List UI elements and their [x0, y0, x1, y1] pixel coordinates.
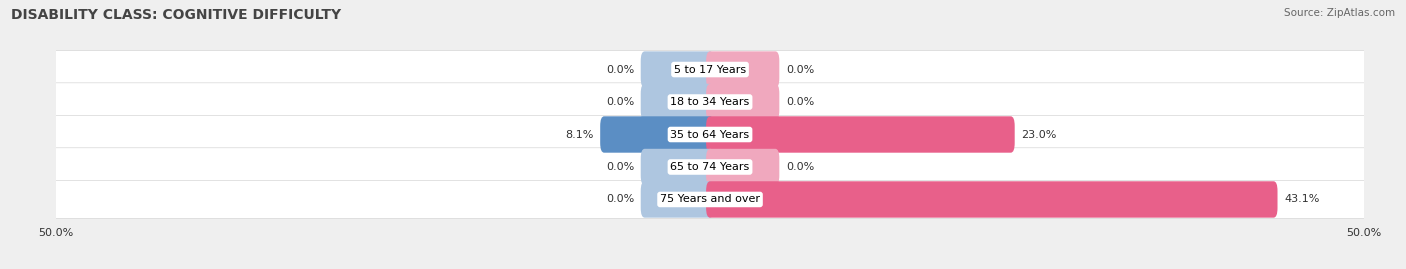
- Text: 65 to 74 Years: 65 to 74 Years: [671, 162, 749, 172]
- Text: 0.0%: 0.0%: [606, 65, 634, 75]
- FancyBboxPatch shape: [41, 50, 1379, 89]
- FancyBboxPatch shape: [641, 181, 714, 218]
- Text: 18 to 34 Years: 18 to 34 Years: [671, 97, 749, 107]
- Text: Source: ZipAtlas.com: Source: ZipAtlas.com: [1284, 8, 1395, 18]
- Text: 43.1%: 43.1%: [1284, 194, 1319, 204]
- FancyBboxPatch shape: [641, 51, 714, 88]
- Text: DISABILITY CLASS: COGNITIVE DIFFICULTY: DISABILITY CLASS: COGNITIVE DIFFICULTY: [11, 8, 342, 22]
- Text: 23.0%: 23.0%: [1021, 129, 1057, 140]
- Text: 5 to 17 Years: 5 to 17 Years: [673, 65, 747, 75]
- FancyBboxPatch shape: [706, 51, 779, 88]
- Text: 35 to 64 Years: 35 to 64 Years: [671, 129, 749, 140]
- FancyBboxPatch shape: [41, 180, 1379, 219]
- Text: 0.0%: 0.0%: [606, 97, 634, 107]
- Text: 0.0%: 0.0%: [786, 97, 814, 107]
- FancyBboxPatch shape: [641, 149, 714, 185]
- FancyBboxPatch shape: [41, 115, 1379, 154]
- FancyBboxPatch shape: [641, 84, 714, 120]
- FancyBboxPatch shape: [41, 148, 1379, 186]
- FancyBboxPatch shape: [706, 84, 779, 120]
- Text: 0.0%: 0.0%: [786, 162, 814, 172]
- Text: 75 Years and over: 75 Years and over: [659, 194, 761, 204]
- Text: 0.0%: 0.0%: [606, 162, 634, 172]
- FancyBboxPatch shape: [41, 83, 1379, 121]
- FancyBboxPatch shape: [706, 149, 779, 185]
- Text: 8.1%: 8.1%: [565, 129, 593, 140]
- FancyBboxPatch shape: [706, 181, 1278, 218]
- Text: 0.0%: 0.0%: [606, 194, 634, 204]
- FancyBboxPatch shape: [706, 116, 1015, 153]
- FancyBboxPatch shape: [600, 116, 714, 153]
- Text: 0.0%: 0.0%: [786, 65, 814, 75]
